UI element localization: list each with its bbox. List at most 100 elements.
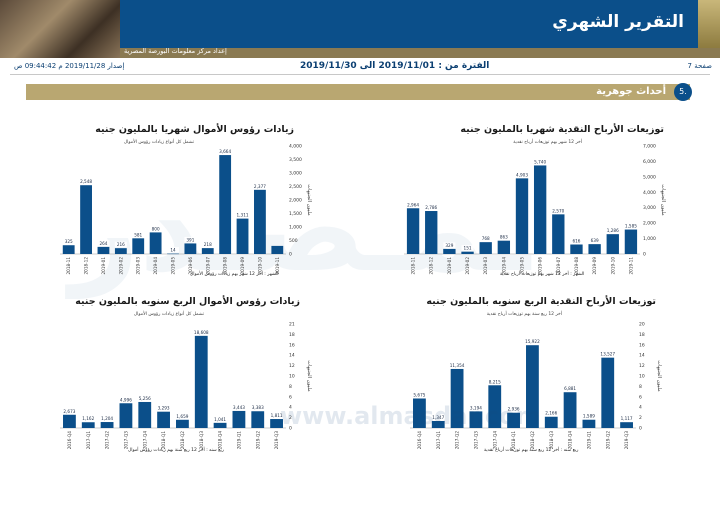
data-label-bg [432,414,445,420]
y-tick-label: 2 [639,415,642,421]
data-label: 863 [500,235,508,240]
data-label-bg [469,404,482,411]
data-label-bg [620,415,633,422]
chart-subtitle: أخر 12 شهر بهم توزيعات أرباح نقدية [513,140,582,145]
x-tick-label: 2018-12 [429,257,434,275]
data-label-bg [253,183,266,189]
x-tick-label: 2019-10 [257,257,262,275]
data-label: 329 [445,243,453,248]
x-tick-label: 2018-11 [66,257,71,275]
y-tick-label: 6 [289,394,292,400]
data-label-bg [564,385,577,392]
data-label: 4,903 [516,172,528,177]
bar [563,392,577,428]
x-tick-label: 2019-03 [483,257,488,275]
y-tick-label: 0 [643,252,646,258]
chart-svg: 0 2 4 6 8 10 12 14 16 18 21 مليون الجنيهات 2,673 1,16… [60,322,312,450]
bar [620,422,633,428]
data-label: 2,964 [407,202,419,207]
bar [81,422,95,428]
y-tick-label: 16 [639,342,645,348]
bar [601,357,615,428]
data-label: 391 [186,237,194,242]
bar [270,419,283,428]
y-tick-label: 8 [289,384,292,390]
y-tick-label: 16 [289,342,295,348]
x-tick-label: 2018-11 [411,257,416,275]
chart-subtitle: أخر 12 ربع سنة بهم توزيعات أرباح نقدية [486,312,562,317]
data-label-bg [119,396,132,403]
divider [10,74,710,75]
y-axis-label: مليون الجنيهات [306,184,312,216]
data-label: 218 [204,242,212,247]
data-label-bg [214,416,227,422]
y-axis-label: مليون الجنيهات [660,184,666,216]
data-label-bg [149,225,162,232]
chart-note: ربع سنه : أخر 12 ربع سنة بهم زيادات رؤوس… [128,448,224,453]
data-label: 768 [482,236,490,241]
bar [167,253,179,255]
x-tick-label: 2018-Q4 [218,431,223,450]
data-label: 1,286 [607,228,619,233]
x-tick-label: 2018-Q1 [511,431,516,450]
x-tick-label: 2019-Q1 [586,431,591,450]
x-tick-label: 2019-02 [118,257,123,275]
data-label-bg [488,378,501,385]
data-label-bg [195,329,208,335]
bar [232,410,246,428]
data-label: 1,162 [82,416,94,421]
x-tick-label: 2017-Q1 [436,431,441,450]
data-label-bg [552,207,565,214]
bar [515,178,529,254]
data-label-bg [516,171,528,178]
data-label: 616 [572,238,580,243]
data-label-bg [479,235,492,242]
section-banner: 5. أحداث جوهرية [26,83,692,101]
x-tick-label: 2017-Q4 [492,431,497,450]
y-tick-label: 1,000 [289,225,302,231]
x-tick-label: 2019-Q2 [605,431,610,450]
bar [406,208,420,254]
bar [97,246,110,254]
data-label-bg [443,242,456,248]
data-label: 325 [65,239,73,244]
data-label-bg [184,236,197,243]
x-tick-label: 2019-08 [223,257,228,275]
x-tick-label: 2017-Q4 [142,431,147,450]
bar [461,251,474,254]
data-label-bg [232,404,245,410]
x-tick-label: 2017-Q2 [455,431,460,450]
bar [552,214,565,254]
y-tick-label: 0 [639,426,642,432]
data-label: 3,443 [233,405,245,410]
bar [201,248,214,254]
data-label-bg [588,237,601,244]
chart-title: زيادات رؤوس الأموال شهريا بالمليون جنيه [95,124,294,135]
x-tick-label: 2019-05 [171,257,176,275]
data-label: 3,194 [470,405,482,410]
x-tick-label: 2019-Q3 [274,431,279,450]
chart-title: توزيعات الأرباح النقدية شهريا بالمليون ج… [460,124,664,135]
report-period: الفترة من : 2019/11/01 الى 2019/11/30 [300,61,490,71]
bar [588,244,601,254]
data-label: 1,659 [176,414,188,419]
chart-title: زيادات رؤوس الأموال الربع سنويه بالمليون… [75,296,300,307]
data-label-bg [63,408,76,414]
data-label: 1,589 [583,414,595,419]
data-label-bg [270,412,283,419]
bar [119,403,133,428]
bar [624,229,638,254]
bar [443,248,456,254]
x-tick-label: 2018-Q3 [549,431,554,450]
bar [413,398,426,428]
data-label: 1,117 [621,416,633,421]
chart-subtitle: تشمل كل أنواع زيادات رؤوس الأموال [133,312,204,317]
x-tick-label: 2019-10 [610,257,615,275]
x-tick-label: 2016-Q4 [417,431,422,450]
y-tick-label: 18 [289,332,295,338]
bar [271,245,284,254]
data-label-bg [138,395,151,401]
bar [132,238,145,254]
y-tick-label: 3,000 [289,171,302,177]
y-axis-label: مليون الجنيهات [656,360,662,392]
